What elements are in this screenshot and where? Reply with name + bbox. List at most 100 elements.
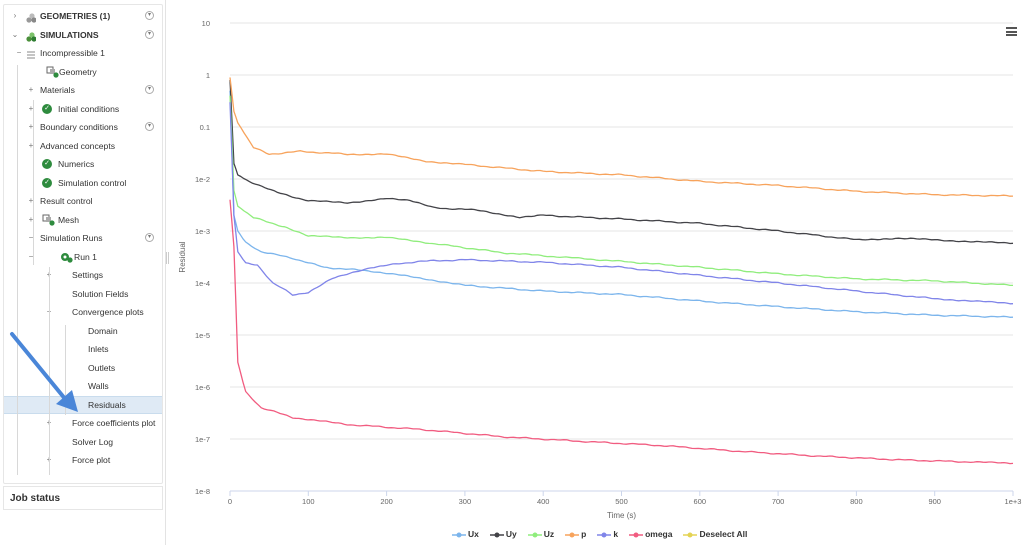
gear-check-icon: [59, 251, 73, 263]
expand-icon[interactable]: +: [28, 103, 34, 113]
panel-resize-handle[interactable]: [166, 252, 169, 264]
expand-icon[interactable]: +: [28, 140, 34, 150]
legend-marker-icon: [527, 532, 542, 538]
legend-item-ux[interactable]: Ux: [452, 529, 479, 539]
tree-item-materials[interactable]: + Materials ▾: [4, 81, 162, 99]
tree-item-label: Geometry: [59, 66, 97, 77]
series-line-omega: [229, 199, 1014, 465]
legend-item-omega[interactable]: omega: [629, 529, 672, 539]
tree-item-solver-log[interactable]: Solver Log: [4, 433, 162, 451]
expand-icon[interactable]: +: [44, 414, 54, 432]
tree-item-geometry[interactable]: Geometry: [4, 63, 162, 81]
legend-item-deselect-all[interactable]: Deselect All: [683, 529, 747, 539]
chevron-icon[interactable]: ⌄: [11, 29, 19, 39]
collapse-icon[interactable]: −: [28, 233, 34, 242]
tree-item-outlets[interactable]: Outlets: [4, 359, 162, 377]
tree-item-mesh[interactable]: + Mesh: [4, 211, 162, 229]
check-circle-icon: ✓: [42, 177, 52, 188]
tree-item-label: Inlets: [88, 344, 109, 354]
x-tick-label: 100: [302, 497, 315, 506]
expand-icon[interactable]: +: [28, 214, 34, 224]
legend-marker-icon: [683, 532, 698, 538]
tree-item-label: GEOMETRIES (1): [40, 11, 111, 21]
item-menu-icon[interactable]: ▾: [145, 85, 154, 94]
tree-item-incompressible-1[interactable]: − Incompressible 1: [4, 44, 162, 62]
tree-item-inlets[interactable]: Inlets: [4, 340, 162, 358]
tree-item-label: Force plot: [72, 455, 111, 465]
tree-item-label: Advanced concepts: [40, 140, 116, 151]
x-tick-label: 200: [380, 497, 393, 506]
tree-item-label: Settings: [72, 270, 104, 280]
tree-item-label: Domain: [88, 325, 118, 336]
legend-label: Uz: [543, 529, 555, 539]
tree-item-settings[interactable]: + Settings: [4, 266, 162, 284]
chart-menu-icon[interactable]: [1006, 27, 1017, 36]
expand-icon[interactable]: +: [28, 122, 34, 131]
tree-item-label: Walls: [88, 381, 109, 391]
x-tick-label: 500: [615, 497, 628, 506]
expand-icon[interactable]: +: [28, 85, 34, 94]
x-tick-label: 600: [694, 497, 707, 506]
tree-item-label: Solution Fields: [72, 288, 129, 299]
collapse-icon[interactable]: −: [16, 48, 22, 57]
collapse-icon[interactable]: −: [28, 251, 34, 261]
series-line-ux: [229, 90, 1014, 318]
legend-marker-icon: [597, 532, 612, 538]
tree-item-label: Run 1: [74, 251, 97, 262]
tree-item-solution-fields[interactable]: Solution Fields: [4, 285, 162, 303]
legend-item-uy[interactable]: Uy: [489, 529, 517, 539]
tree-item-domain[interactable]: Domain: [4, 322, 162, 340]
series-line-uy: [229, 79, 1014, 245]
list-icon: [26, 48, 36, 59]
item-menu-icon[interactable]: ▾: [145, 11, 154, 20]
tree-item-result-control[interactable]: + Result control: [4, 192, 162, 210]
legend-label: p: [581, 529, 587, 539]
x-tick-label: 1e+3: [1005, 497, 1022, 506]
y-axis-title: Residual: [178, 241, 187, 272]
x-tick-label: 400: [537, 497, 550, 506]
legend-label: Deselect All: [699, 529, 748, 539]
tree-item-label: Force coefficients plot: [72, 418, 156, 428]
tree-item-initial-conditions[interactable]: + ✓ Initial conditions: [4, 100, 162, 118]
tree-item-residuals[interactable]: Residuals: [4, 395, 162, 414]
series-line-uz: [229, 95, 1013, 287]
job-status-panel[interactable]: Job status: [3, 486, 163, 510]
annotation-arrow-icon: [10, 332, 78, 412]
chevron-icon[interactable]: ›: [13, 11, 17, 20]
check-circle-icon: ✓: [42, 103, 52, 114]
tree-item-force-coefficients-plot[interactable]: + Force coefficients plot: [4, 414, 162, 432]
tree-item-label: Result control: [40, 196, 93, 206]
tree-guide-line: [33, 100, 34, 265]
chart-legend: Ux Uy Uz p k omega Deselect All: [170, 529, 1024, 543]
tree-item-numerics[interactable]: ✓ Numerics: [4, 155, 162, 173]
legend-item-p[interactable]: p: [565, 529, 586, 539]
tree-item-run-1[interactable]: − Run 1: [4, 248, 162, 266]
tree-item-simulations[interactable]: ⌄ SIMULATIONS ▾: [4, 26, 162, 44]
tree-item-boundary-conditions[interactable]: + Boundary conditions ▾: [4, 118, 162, 136]
project-sidebar: › GEOMETRIES (1) ▾ ⌄ SIMULATIONS ▾ − Incompress…: [0, 0, 166, 545]
tree-item-walls[interactable]: Walls: [4, 377, 162, 395]
tree-item-geometries-1[interactable]: › GEOMETRIES (1) ▾: [4, 7, 162, 25]
tree-item-label: Outlets: [88, 362, 116, 373]
legend-label: Ux: [468, 529, 479, 539]
legend-label: k: [613, 529, 619, 539]
item-menu-icon[interactable]: ▾: [145, 122, 154, 131]
series-line-p: [229, 77, 1014, 197]
tree-item-simulation-control[interactable]: ✓ Simulation control: [4, 174, 162, 192]
item-menu-icon[interactable]: ▾: [145, 233, 154, 242]
legend-item-k[interactable]: k: [597, 529, 618, 539]
item-menu-icon[interactable]: ▾: [145, 29, 154, 39]
tree-item-label: Convergence plots: [72, 307, 144, 317]
tree-item-advanced-concepts[interactable]: + Advanced concepts: [4, 137, 162, 155]
collapse-icon[interactable]: −: [44, 303, 54, 321]
tree-item-simulation-runs[interactable]: − Simulation Runs ▾: [4, 229, 162, 247]
expand-icon[interactable]: +: [44, 266, 54, 284]
tree-item-convergence-plots[interactable]: − Convergence plots: [4, 303, 162, 321]
tree-guide-line: [65, 325, 66, 415]
expand-icon[interactable]: +: [28, 196, 34, 205]
tree-item-force-plot[interactable]: + Force plot: [4, 451, 162, 469]
y-tick-label: 1e-6: [195, 383, 210, 392]
legend-item-uz[interactable]: Uz: [527, 529, 555, 539]
check-circle-icon: ✓: [42, 159, 52, 169]
expand-icon[interactable]: +: [44, 451, 54, 469]
